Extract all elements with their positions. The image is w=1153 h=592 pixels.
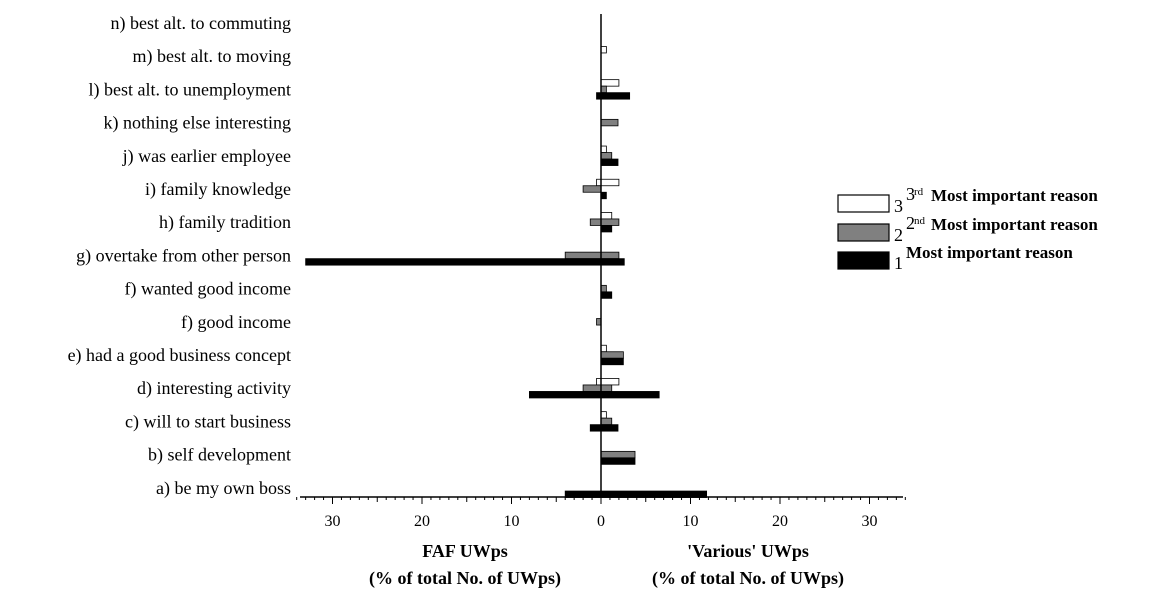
- x-tick-label-right: 20: [772, 513, 788, 530]
- category-label: i) family knowledge: [145, 179, 291, 200]
- legend-label: Most important reason: [931, 215, 1098, 234]
- legend-swatch-2: [837, 223, 890, 242]
- category-label: e) had a good business concept: [68, 345, 291, 366]
- bar-right-rank2: [600, 351, 624, 359]
- legend-sup-prefix: 2: [906, 213, 915, 233]
- category-label: a) be my own boss: [156, 478, 291, 499]
- left-axis-title-line1: FAF UWps: [422, 541, 508, 561]
- bar-right-rank2: [600, 284, 607, 293]
- legend-number: 1: [894, 253, 903, 273]
- bar-left-rank1: [305, 258, 602, 266]
- legend-sup: nd: [914, 215, 926, 227]
- bar-right-rank2: [600, 152, 613, 160]
- category-label: l) best alt. to unemployment: [89, 79, 291, 100]
- x-tick-label-left: 20: [414, 513, 430, 530]
- category-label: b) self development: [148, 445, 291, 466]
- legend-swatch-1: [837, 251, 890, 270]
- legend-sup: rd: [914, 186, 924, 198]
- bar-right-rank1: [600, 391, 660, 399]
- bar-right-rank2: [600, 450, 636, 459]
- bar-right-rank1: [600, 291, 613, 299]
- bar-right-rank2: [600, 85, 607, 94]
- legend-label: Most important reason: [906, 243, 1073, 262]
- legend-number: 2: [894, 225, 903, 245]
- bar-right-rank1: [600, 191, 607, 200]
- bar-left-rank2: [589, 218, 602, 226]
- category-label: n) best alt. to commuting: [111, 13, 291, 34]
- bar-right-rank1: [600, 424, 619, 432]
- x-tick-label-left: 0: [597, 513, 605, 530]
- x-tick-label-right: 10: [683, 513, 699, 530]
- x-tick-label-right: 30: [862, 513, 878, 530]
- bar-right-rank1: [600, 158, 619, 166]
- bar-right-rank2: [600, 417, 613, 426]
- axis-titles: FAF UWps (% of total No. of UWps) 'Vario…: [369, 541, 844, 589]
- legend-label: Most important reason: [931, 186, 1098, 205]
- bar-right-rank2: [600, 251, 620, 260]
- bar-right-rank1: [600, 357, 624, 366]
- bar-right-rank2: [600, 218, 620, 226]
- category-labels: a) be my own boss b) self development c) w…: [68, 13, 291, 499]
- category-label: f) good income: [181, 312, 291, 333]
- bar-right-rank2: [600, 118, 619, 127]
- legend-number: 3: [894, 196, 903, 216]
- legend-sup-prefix: 3: [906, 184, 915, 204]
- bar-left-rank2: [564, 251, 602, 260]
- bar-right-rank3: [600, 46, 607, 54]
- bar-right-rank3: [600, 378, 620, 386]
- x-ticks: 30 20 10 0 10 20 30: [296, 497, 906, 530]
- category-label: j) was earlier employee: [122, 146, 291, 167]
- category-label: g) overtake from other person: [76, 245, 291, 266]
- right-axis-title-line1: 'Various' UWps: [687, 541, 809, 561]
- bar-left-rank1: [529, 391, 602, 399]
- bar-left-rank1: [589, 424, 602, 432]
- bar-right-rank1: [600, 457, 636, 465]
- bar-right-rank3: [600, 79, 620, 87]
- bar-right-rank3: [600, 212, 613, 220]
- bar-right-rank1: [600, 92, 631, 100]
- category-label: m) best alt. to moving: [133, 46, 291, 67]
- axes: [300, 14, 903, 498]
- bar-right-rank1: [600, 225, 613, 233]
- bar-right-rank3: [600, 411, 607, 419]
- right-axis-title-line2: (% of total No. of UWps): [652, 568, 844, 589]
- left-axis-title-line2: (% of total No. of UWps): [369, 568, 561, 589]
- category-label: c) will to start business: [125, 411, 291, 432]
- bar-right-rank3: [600, 344, 607, 353]
- bar-right-rank2: [600, 384, 613, 392]
- bar-right-rank3: [600, 145, 607, 153]
- bar-right-rank3: [600, 178, 620, 187]
- category-label: d) interesting activity: [137, 378, 291, 399]
- category-label: f) wanted good income: [125, 279, 291, 300]
- bars: [305, 46, 708, 498]
- category-label: h) family tradition: [159, 212, 291, 233]
- bar-right-rank1: [600, 258, 625, 266]
- category-label: k) nothing else interesting: [104, 113, 291, 134]
- legend-swatch-3: [837, 194, 890, 213]
- x-tick-label-left: 10: [504, 513, 520, 530]
- x-tick-label-left: 30: [325, 513, 341, 530]
- bar-left-rank2: [582, 185, 602, 193]
- bar-left-rank2: [582, 384, 602, 392]
